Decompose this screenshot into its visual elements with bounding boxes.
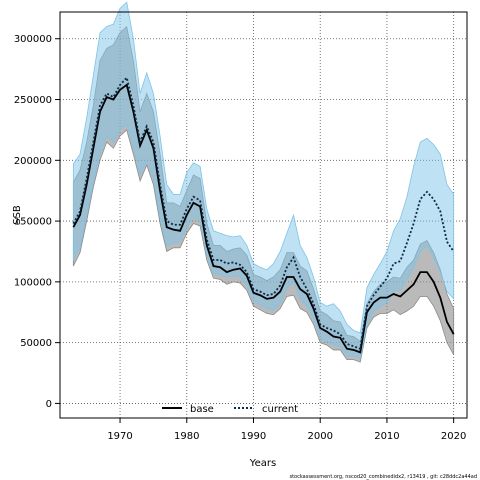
x-axis: 1970 1980 1990 2000 2010 2020 xyxy=(107,418,466,442)
x-tick-label: 2020 xyxy=(441,431,466,442)
x-tick-label: 1970 xyxy=(107,431,132,442)
series-lines xyxy=(72,75,455,354)
x-axis-label: Years xyxy=(249,458,276,469)
x-tick-label: 1990 xyxy=(241,431,266,442)
y-tick-label: 150000 xyxy=(14,217,52,228)
y-tick-label: 100000 xyxy=(14,277,52,288)
confidence-bands xyxy=(72,1,455,363)
line-base xyxy=(72,83,455,354)
y-tick-label: 200000 xyxy=(14,156,52,167)
legend-label-base: base xyxy=(190,404,214,415)
y-axis-label: SSB xyxy=(12,205,23,225)
band-current xyxy=(72,1,455,359)
y-tick-label: 0 xyxy=(46,399,52,410)
legend: base current xyxy=(162,404,298,415)
footer-text: stockassessment.org, nscod20_combinedidx… xyxy=(289,474,477,480)
x-tick-label: 1980 xyxy=(174,431,199,442)
line-current xyxy=(72,75,455,350)
y-tick-label: 300000 xyxy=(14,34,52,45)
x-tick-label: 2000 xyxy=(307,431,332,442)
y-axis: 0 50000 100000 150000 200000 250000 300000 xyxy=(14,34,60,410)
y-tick-label: 50000 xyxy=(20,338,52,349)
legend-label-current: current xyxy=(262,404,298,415)
y-tick-label: 250000 xyxy=(14,95,52,106)
plot-frame xyxy=(59,11,468,419)
x-tick-label: 2010 xyxy=(374,431,399,442)
